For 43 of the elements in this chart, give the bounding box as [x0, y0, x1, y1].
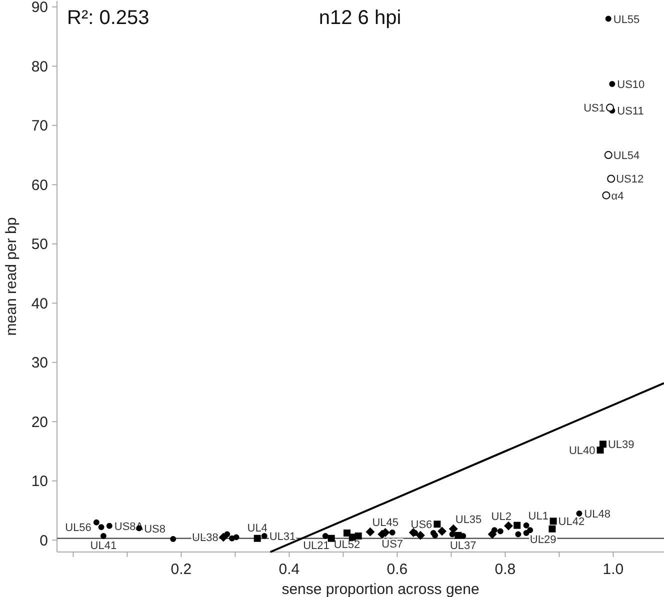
- y-tick-label: 0: [40, 532, 48, 550]
- annotation: UL54: [613, 150, 640, 162]
- annotation: UL35: [455, 514, 482, 526]
- y-tick-label: 50: [31, 236, 48, 254]
- y-tick-label: 20: [31, 414, 48, 431]
- y-tick-label: 30: [31, 354, 48, 372]
- x-tick-label: 0.8: [494, 561, 516, 578]
- annotation: UL1: [528, 510, 548, 522]
- annotation: UL39: [608, 439, 634, 452]
- y-axis-title: mean read per bp: [3, 217, 20, 336]
- x-tick-label: 0.4: [278, 561, 300, 578]
- annotation: R²: 0.253: [67, 7, 150, 29]
- annotation: US11: [617, 106, 644, 118]
- annotation: US1: [584, 102, 605, 115]
- annotation: US6: [410, 519, 432, 532]
- annotation: US8: [144, 523, 166, 536]
- y-tick-label: 70: [31, 118, 48, 135]
- annotation: US7: [382, 538, 404, 550]
- annotation: UL21: [303, 540, 330, 552]
- annotation: UL56: [65, 522, 92, 534]
- annotation: UL42: [558, 516, 585, 528]
- x-axis-title: sense proportion across gene: [282, 581, 480, 597]
- y-tick-label: 80: [31, 58, 48, 76]
- annotation: UL4: [247, 522, 268, 534]
- y-tick-label: 40: [31, 295, 48, 312]
- y-tick-label: 10: [31, 473, 48, 490]
- y-tick-label: 90: [31, 0, 48, 16]
- x-tick-label: 1.0: [602, 561, 624, 578]
- annotation: UL48: [584, 508, 611, 520]
- chart-title: n12 6 hpi: [318, 7, 402, 29]
- y-tick-label: 60: [31, 176, 48, 194]
- annotation: α4: [611, 190, 624, 202]
- annotation: US10: [617, 78, 645, 91]
- annotation: UL52: [334, 539, 360, 552]
- annotation: UL55: [613, 14, 640, 26]
- annotation: UL2: [491, 510, 512, 523]
- annotation: UL37: [450, 540, 476, 552]
- x-tick-label: 0.2: [170, 561, 192, 578]
- annotation: UL45: [372, 516, 399, 529]
- annotation: UL41: [90, 540, 117, 552]
- x-tick-label: 0.6: [386, 561, 408, 578]
- annotation: UL40: [568, 445, 596, 458]
- annotation: US12: [616, 174, 644, 186]
